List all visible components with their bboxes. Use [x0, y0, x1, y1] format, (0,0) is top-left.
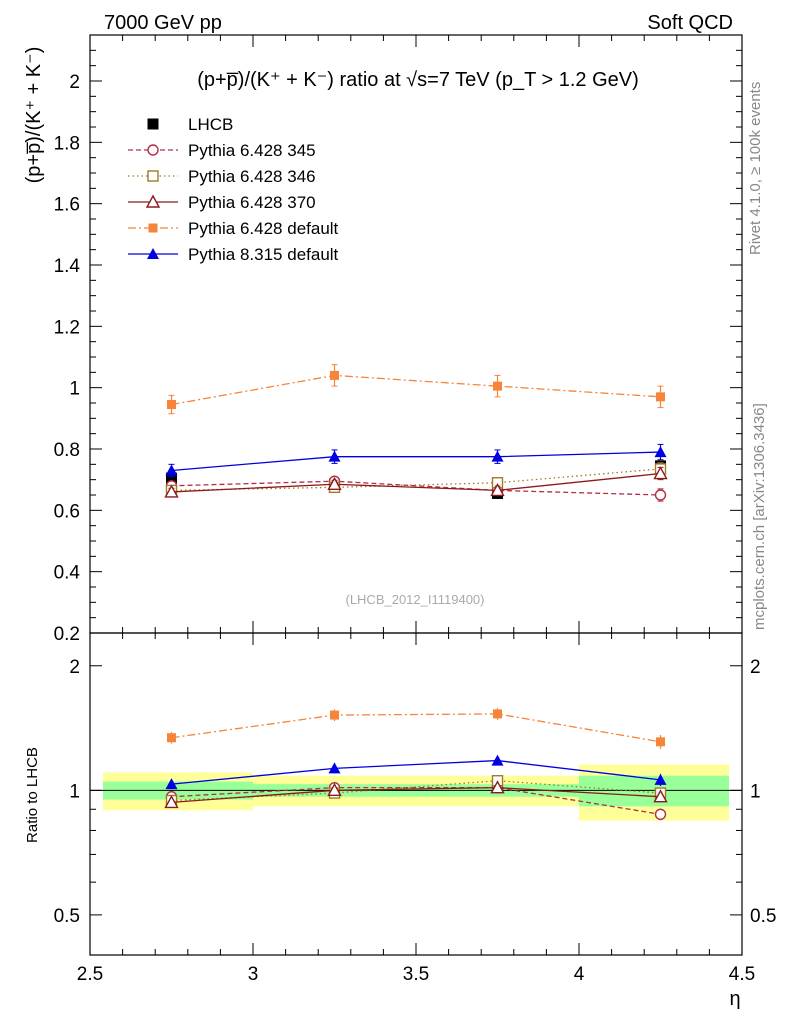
ratio-point: [164, 794, 179, 809]
lhcb-point: [166, 472, 177, 484]
ratio-point: [656, 737, 665, 747]
ratio-uncertainty-bands: [90, 764, 742, 821]
ratio-point: [327, 782, 342, 797]
legend-marker: [148, 223, 158, 233]
legend-label: Pythia 6.428 370: [188, 193, 316, 212]
series-point: [330, 370, 339, 380]
x-tick-label: 3.5: [403, 964, 429, 985]
series-line-ratio: [171, 787, 661, 815]
legend: LHCB Pythia 6.428 345 Pythia 6.428 346 Pyth…: [128, 115, 339, 264]
series-line-ratio: [171, 713, 661, 743]
energy-label: 7000 GeV pp: [104, 12, 222, 34]
series-line-ratio: [171, 759, 661, 785]
ratio-tick-label: 0.5: [54, 906, 80, 927]
x-axis-label: η: [729, 988, 740, 1010]
legend-label-lhcb: LHCB: [188, 115, 233, 134]
ratio-point: [328, 762, 341, 774]
series-line-main: [171, 468, 661, 492]
axes: 2.5 3 3.5 4 4.5 0.2 0.4 0.6 0.8 1 1.2 1.4 1.6 1.8 2 0.5…: [54, 34, 776, 985]
data-marks: [164, 364, 668, 821]
legend-marker: [147, 144, 159, 156]
series-point: [164, 484, 179, 498]
y-tick-label: 0.4: [54, 563, 81, 584]
ratio-axis-label: Ratio to LHCB: [24, 747, 41, 843]
series-point: [653, 466, 668, 480]
legend-marker-lhcb: [147, 118, 159, 130]
legend-marker: [145, 194, 161, 208]
series-point: [490, 482, 505, 497]
x-tick-label: 4.5: [729, 964, 755, 985]
legend-label: Pythia 6.428 default: [188, 219, 339, 238]
y-axis-label: (p+p̅)/(K⁺ + K⁻): [23, 47, 45, 184]
ratio-tick-label: 2: [69, 657, 80, 678]
series-point: [656, 392, 665, 402]
x-tick-label: 3: [248, 964, 259, 985]
ratio-tick-label-right: 0.5: [750, 906, 776, 927]
y-tick-label: 1.6: [54, 195, 80, 216]
series-line-main: [171, 480, 661, 496]
y-tick-label: 2: [69, 72, 80, 93]
y-tick-label: 0.2: [54, 624, 80, 645]
mcplots-label: mcplots.cern.ch [arXiv:1306.3436]: [751, 403, 768, 630]
legend-label: Pythia 8.315 default: [188, 245, 339, 264]
series-point: [654, 446, 667, 458]
ratio-point: [653, 789, 668, 803]
chart-title: (p+p̅)/(K⁺ + K⁻) ratio at √s=7 TeV (p_T …: [197, 69, 639, 91]
ratio-point: [493, 709, 502, 719]
series-point: [491, 450, 504, 462]
x-tick-label: 4: [574, 964, 585, 985]
legend-marker: [147, 170, 159, 182]
series-line-main: [171, 451, 661, 472]
series-line-main: [171, 374, 661, 406]
ratio-tick-label-right: 2: [750, 657, 761, 678]
y-tick-label: 1: [69, 379, 80, 400]
series-point: [654, 489, 667, 501]
y-tick-label: 1.2: [54, 317, 80, 338]
ratio-point: [654, 773, 667, 785]
series-line-ratio: [171, 787, 661, 804]
ratio-point: [330, 710, 339, 720]
ratio-point: [165, 778, 178, 790]
y-tick-label: 0.8: [54, 440, 80, 461]
series-point: [167, 400, 176, 410]
ratio-point: [491, 754, 504, 766]
y-tick-label: 1.8: [54, 133, 80, 154]
ratio-tick-label-right: 1: [750, 781, 761, 802]
series-line-main: [171, 472, 661, 493]
rivet-label: Rivet 4.1.0, ≥ 100k events: [747, 82, 764, 255]
ratio-point: [167, 733, 176, 743]
ratio-point: [654, 808, 667, 821]
series-point: [327, 476, 342, 490]
legend-marker: [147, 248, 159, 259]
legend-label: Pythia 6.428 345: [188, 141, 316, 160]
ratio-tick-label: 1: [69, 781, 80, 802]
legend-label: Pythia 6.428 346: [188, 167, 316, 186]
x-tick-label: 2.5: [77, 964, 103, 985]
category-label: Soft QCD: [647, 12, 733, 34]
analysis-watermark: (LHCB_2012_I1119400): [345, 592, 484, 607]
ratio-point: [490, 780, 505, 794]
y-tick-label: 1.4: [54, 256, 81, 277]
y-tick-label: 0.6: [54, 501, 80, 522]
series-point: [493, 381, 502, 391]
series-point: [328, 450, 341, 462]
series-point: [165, 464, 178, 476]
